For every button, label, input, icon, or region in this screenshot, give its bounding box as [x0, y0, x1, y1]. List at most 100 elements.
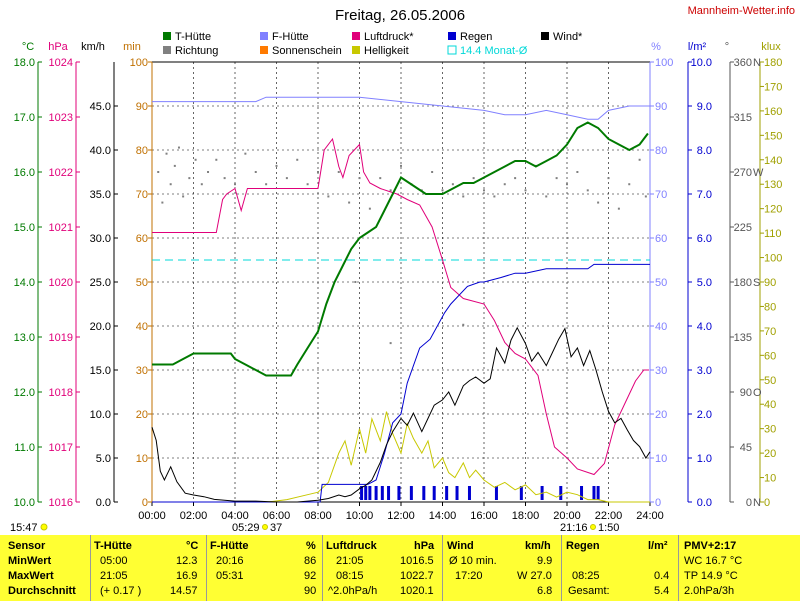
axis-unit-label: hPa — [48, 41, 68, 53]
richtung-point — [644, 195, 647, 198]
regen-axis-tick-label: 9.0 — [697, 101, 712, 113]
richtung-point — [223, 177, 226, 180]
hell-axis-tick-label: 30 — [764, 424, 776, 436]
wind-axis-tick-label: 20.0 — [90, 321, 111, 333]
feuchte-axis-tick-label: 60 — [655, 233, 667, 245]
axis-unit-label: % — [651, 41, 661, 53]
wind-axis-tick-label: 0.0 — [96, 497, 111, 509]
richtung-point — [597, 201, 600, 204]
temp-axis-tick-label: 11.0 — [14, 442, 35, 454]
annotations-group: 15:47 05:29 37 21:16 1:50 — [10, 522, 619, 534]
legend-label: 14.4 Monat-Ø — [460, 45, 528, 57]
stats-regen-unit: l/m² — [648, 540, 668, 552]
wind-axis-tick-label: 15.0 — [90, 365, 111, 377]
druck-axis-tick-label: 1017 — [49, 442, 73, 454]
rain-bar — [596, 486, 600, 500]
richtung-point — [348, 201, 351, 204]
legend-label: Regen — [460, 31, 492, 43]
series-line-fhtte — [152, 96, 650, 120]
axis-unit-label: km/h — [81, 41, 105, 53]
richtung-point — [368, 207, 371, 210]
series-line-regen — [152, 263, 650, 503]
richtung-point — [358, 177, 361, 180]
wind-axis-tick-label: 10.0 — [90, 409, 111, 421]
richtung-axis-tick-label: 180 — [734, 277, 752, 289]
legend-swatch — [352, 32, 360, 40]
rain-bar — [360, 486, 364, 500]
site-link[interactable]: Mannheim-Wetter.info — [688, 5, 795, 17]
axis-unit-label: ° — [725, 41, 729, 53]
stats-temp-max-val: 16.9 — [176, 570, 198, 582]
regen-axis-tick-label: 5.0 — [697, 277, 712, 289]
sonne-axis-tick-label: 10 — [136, 453, 148, 465]
hell-axis-tick-label: 60 — [764, 350, 776, 362]
annotation-sunrise-2: 37 — [270, 522, 282, 534]
stats-feuchte-max-time: 05:31 — [216, 570, 244, 582]
feuchte-axis-tick-label: 90 — [655, 101, 667, 113]
hell-axis-tick-label: 80 — [764, 301, 776, 313]
stats-pmv-trend: 2.0hPa/3h — [684, 585, 735, 597]
richtung-point — [441, 189, 444, 192]
stats-col-pmv: PMV+2:17 WC 16.7 °C TP 14.9 °C 2.0hPa/3h — [684, 535, 796, 601]
hell-axis-tick-label: 180 — [764, 57, 782, 69]
richtung-point — [462, 323, 465, 326]
richtung-axis-tick-label: 225 — [734, 222, 752, 234]
sonne-axis-tick-label: 0 — [142, 497, 148, 509]
richtung-point — [275, 164, 278, 167]
sonne-axis-tick-label: 100 — [130, 57, 148, 69]
feuchte-axis-tick-label: 50 — [655, 277, 667, 289]
rain-bar — [592, 486, 596, 500]
richtung-point — [157, 171, 160, 173]
legend-swatch — [352, 46, 360, 54]
x-tick-label: 02:00 — [180, 510, 208, 522]
plot-area — [151, 96, 651, 503]
stats-col-wind: Wind km/h Ø 10 min. 9.9 17:20 W 27.0 6.8 — [447, 535, 559, 601]
stats-druck-head: Luftdruck — [326, 540, 377, 552]
series-line-wind — [151, 326, 651, 503]
stats-temp-min-time: 05:00 — [100, 555, 128, 567]
hell-axis-tick-label: 170 — [764, 81, 782, 93]
richtung-point — [462, 195, 465, 198]
richtung-point — [285, 177, 288, 180]
stats-pmv-wc: WC 16.7 °C — [684, 555, 743, 567]
richtung-point — [327, 195, 330, 198]
legend-label: Helligkeit — [364, 45, 409, 57]
richtung-point — [194, 158, 197, 161]
hell-axis-tick-label: 140 — [764, 155, 782, 167]
richtung-letter: W — [753, 167, 764, 179]
richtung-point — [354, 281, 357, 283]
temp-axis-tick-label: 13.0 — [14, 332, 35, 344]
wind-axis-tick-label: 25.0 — [90, 277, 111, 289]
richtung-point — [628, 183, 631, 186]
richtung-point — [177, 146, 180, 149]
legend-swatch — [260, 46, 268, 54]
wind-axis-tick-label: 35.0 — [90, 189, 111, 201]
druck-axis-tick-label: 1016 — [49, 497, 73, 509]
regen-axis-tick-label: 8.0 — [697, 145, 712, 157]
axis-unit-label: l/m² — [688, 41, 707, 53]
regen-axis-tick-label: 7.0 — [697, 189, 712, 201]
richtung-point — [265, 183, 268, 186]
richtung-axis-tick-label: 135 — [734, 332, 752, 344]
axis-unit-label: klux — [761, 41, 781, 53]
temp-axis-tick-label: 18.0 — [14, 57, 35, 69]
richtung-point — [503, 183, 506, 186]
richtung-letter: N — [753, 57, 761, 69]
stats-col-regen: Regen l/m² 08:25 0.4 Gesamt: 5.4 — [566, 535, 676, 601]
richtung-axis-tick-label: 0 — [746, 497, 752, 509]
feuchte-axis-tick-label: 80 — [655, 145, 667, 157]
richtung-point — [586, 189, 589, 192]
x-tick-label: 14:00 — [429, 510, 457, 522]
druck-axis-tick-label: 1019 — [49, 332, 73, 344]
regen-axis-tick-label: 6.0 — [697, 233, 712, 245]
feuchte-axis-tick-label: 10 — [655, 453, 667, 465]
stats-regen-max-val: 0.4 — [654, 570, 670, 582]
feuchte-axis-tick-label: 40 — [655, 321, 667, 333]
hell-axis-tick-label: 160 — [764, 106, 782, 118]
druck-axis-tick-label: 1020 — [49, 277, 73, 289]
x-tick-label: 22:00 — [595, 510, 623, 522]
rain-bar — [368, 486, 372, 500]
feuchte-axis-tick-label: 70 — [655, 189, 667, 201]
rain-bar — [519, 486, 523, 500]
sonne-axis-tick-label: 20 — [136, 409, 148, 421]
